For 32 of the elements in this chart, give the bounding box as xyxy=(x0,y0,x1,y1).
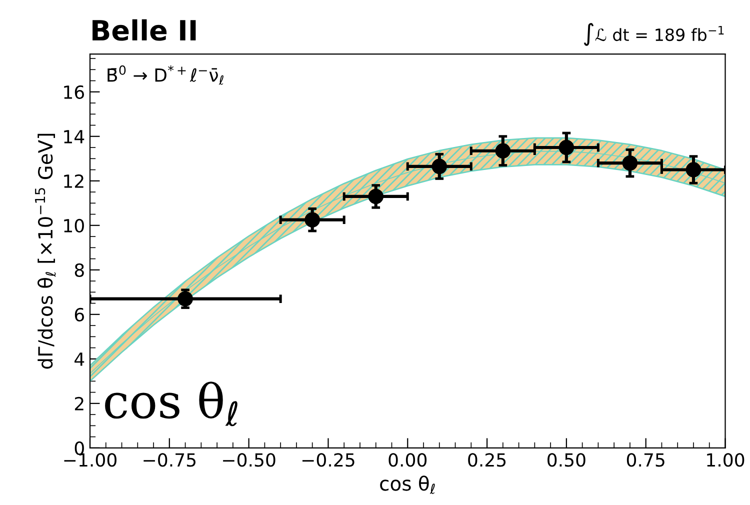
y-tick-label: 16 xyxy=(64,85,84,99)
text: ∫ℒ dt = 189 fb$^{−1}$ xyxy=(584,22,724,46)
x-tick-label: −0.50 xyxy=(223,453,276,467)
x-tick-label: −0.25 xyxy=(302,453,354,467)
chart-title: Belle II xyxy=(92,19,196,41)
x-tick-label: 1.00 xyxy=(707,453,744,467)
point xyxy=(304,212,320,228)
y-tick-label: 8 xyxy=(74,263,84,278)
point xyxy=(178,291,193,306)
point xyxy=(368,188,384,204)
y-axis-title: dΓ/dcos θ$_{ℓ}$ [×10$^{−15}$ GeV] xyxy=(35,134,56,369)
y-tick-label: 0 xyxy=(74,441,84,456)
y-tick-label: 12 xyxy=(64,174,84,188)
point xyxy=(558,140,574,156)
y-tick-label: 6 xyxy=(74,308,84,322)
point xyxy=(495,143,511,158)
x-tick-label: 0.75 xyxy=(626,453,664,467)
x-tick-label: 0.25 xyxy=(468,453,506,467)
y-tick-label: 2 xyxy=(74,396,84,410)
point xyxy=(432,158,448,174)
y-tick-label: 14 xyxy=(64,130,84,144)
x-axis-title: cos θ$_{ℓ}$ xyxy=(380,476,435,494)
annotation: cos θ$_{ℓ}$ xyxy=(105,382,238,426)
y-tick-label: 10 xyxy=(64,218,84,233)
x-tick-label: 0.50 xyxy=(548,453,586,467)
annotation: B̄$^{0}$ → D$^{*+}$ℓ$^{−}$ν̄$_{ℓ}$ xyxy=(108,65,224,85)
x-tick-label: 0.00 xyxy=(388,453,427,467)
point xyxy=(686,162,702,178)
x-tick-label: −1.00 xyxy=(64,453,116,467)
point xyxy=(622,155,638,171)
x-tick-label: −0.75 xyxy=(144,453,196,467)
y-tick-label: 4 xyxy=(74,352,84,366)
